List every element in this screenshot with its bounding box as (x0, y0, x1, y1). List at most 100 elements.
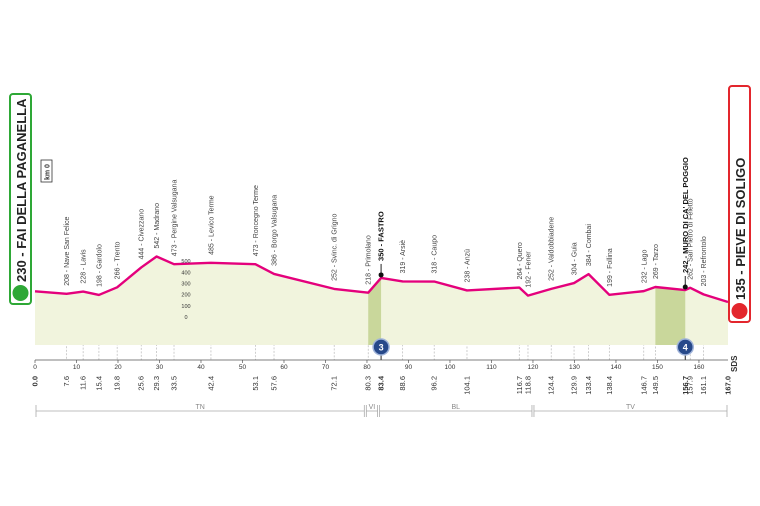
profile-line (34, 255, 729, 304)
km-label: 80.3 (364, 376, 373, 391)
km-label: 96.2 (430, 376, 439, 391)
km0-box (40, 159, 53, 183)
km-label: 149.5 (651, 376, 660, 395)
km-label: 116.7 (515, 376, 524, 394)
region-label: BL (451, 404, 460, 411)
waypoint-label: 384 - Combai (586, 224, 593, 266)
km-label: 146.7 (639, 376, 648, 395)
waypoint-label: 473 - Pergine Valsugana (172, 180, 179, 257)
start-km: 0.0 (31, 376, 40, 386)
climb-area (368, 277, 382, 345)
km-label: 129.9 (570, 376, 579, 395)
climb-category: 4 (683, 343, 688, 353)
waypoint-label: 350 - FASTRO (377, 211, 386, 261)
km-label: 88.6 (398, 376, 407, 391)
km-label: 57.6 (270, 376, 279, 391)
waypoint-label: 199 - Follina (607, 248, 614, 287)
waypoint-label: 238 - Anzù (464, 249, 471, 283)
waypoint-label: 252 - Svinc. di Grigno (332, 213, 339, 280)
credit: SDS (730, 355, 739, 372)
x-tick-label: 160 (694, 364, 705, 371)
climb-area (655, 286, 686, 345)
km-label: 7.6 (62, 376, 71, 386)
climb-category: 3 (379, 343, 384, 353)
x-tick-label: 10 (73, 364, 81, 371)
x-tick-label: 130 (569, 364, 580, 371)
waypoint-label: 319 - Arsiè (400, 240, 407, 274)
x-tick-label: 100 (445, 364, 456, 371)
waypoint-label: 228 - Lavis (81, 249, 88, 284)
waypoint-label: 269 - Tarzo (653, 244, 660, 279)
x-tick-label: 50 (239, 364, 247, 371)
y-tick-label: 0 (184, 315, 187, 321)
waypoint-label: 252 - Valdobbiadene (549, 217, 556, 281)
x-tick-label: 40 (197, 364, 205, 371)
km-label: 53.1 (251, 376, 260, 391)
x-tick-label: 120 (528, 364, 539, 371)
km-label: 19.8 (113, 376, 122, 391)
climb-badge (676, 338, 695, 356)
km-label: 118.8 (523, 376, 532, 394)
waypoint-label: 386 - Borgo Valsugana (272, 195, 279, 266)
y-tick-label: 200 (181, 293, 190, 299)
y-tick-label: 400 (181, 270, 190, 276)
x-tick-label: 90 (405, 364, 413, 371)
waypoint-label: 262 - San Pietro di Feletto (688, 198, 695, 279)
climb-top (682, 284, 688, 290)
waypoint-label: 242 - MURO DI CA' DEL POGGIO (681, 157, 690, 273)
km-label: 124.4 (547, 376, 556, 395)
profile-area (35, 256, 728, 345)
km-label: 42.4 (206, 376, 215, 391)
km-label: 133.4 (584, 376, 593, 395)
km-label: 157.9 (686, 376, 695, 395)
region-label: VI (369, 404, 376, 411)
finish-icon (731, 303, 748, 319)
waypoint-label: 203 - Refrontolo (701, 236, 708, 286)
region-label: TV (626, 404, 635, 411)
waypoint-label: 218 - Primolano (366, 235, 373, 285)
waypoint-label: 192 - Fener (525, 251, 532, 288)
waypoint-label: 208 - Nave San Felice (64, 216, 71, 285)
x-tick-label: 20 (114, 364, 122, 371)
finish-box (728, 85, 751, 323)
waypoint-label: 266 - Trento (115, 241, 122, 279)
y-tick-label: 300 (181, 282, 190, 288)
finish-km: 167.0 (724, 376, 733, 395)
start-icon (12, 285, 29, 301)
waypoint-label: 304 - Guia (572, 242, 579, 275)
waypoint-label: 542 - Madrano (154, 203, 161, 249)
y-tick-label: 500 (181, 259, 190, 265)
waypoint-label: 318 - Caupo (432, 235, 439, 274)
start-box (9, 93, 32, 305)
x-tick-label: 80 (363, 364, 371, 371)
km-label: 33.5 (170, 376, 179, 391)
x-tick-label: 110 (486, 364, 497, 371)
climb-badge (372, 338, 390, 356)
x-tick-label: 30 (156, 364, 164, 371)
km-label: 72.1 (330, 376, 339, 391)
waypoint-label: 264 - Quero (517, 242, 524, 279)
x-tick-label: 140 (611, 364, 622, 371)
km-label: 156.7 (681, 376, 690, 395)
start-label: 230 - FAI DELLA PAGANELLA (14, 98, 29, 282)
waypoint-label: 444 - Civezzano (139, 209, 146, 260)
finish-label: 135 - PIEVE DI SOLIGO (733, 158, 748, 300)
y-tick-label: 100 (181, 304, 190, 310)
km-label: 15.4 (94, 376, 103, 391)
x-tick-label: 150 (652, 364, 663, 371)
km-label: 29.3 (152, 376, 161, 391)
km0-label: km 0 (45, 164, 52, 180)
waypoint-label: 198 - Gardolo (96, 244, 103, 287)
x-tick-label: 60 (280, 364, 288, 371)
waypoint-label: 485 - Levico Terme (208, 195, 215, 255)
km-label: 161.1 (699, 376, 708, 395)
region-label: TN (195, 404, 204, 411)
waypoint-label: 232 - Lago (641, 250, 648, 284)
km-label: 104.1 (462, 376, 471, 395)
waypoint-label: 473 - Roncegno Terme (253, 185, 260, 256)
km-label: 25.6 (137, 376, 146, 391)
x-tick-label: 70 (322, 364, 330, 371)
km-label: 138.4 (605, 376, 614, 395)
climb-top (378, 272, 384, 278)
